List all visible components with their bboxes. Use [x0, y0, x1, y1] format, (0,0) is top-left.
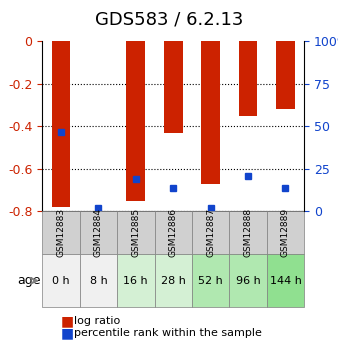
FancyBboxPatch shape [80, 255, 117, 307]
Text: percentile rank within the sample: percentile rank within the sample [74, 328, 262, 338]
FancyBboxPatch shape [117, 255, 154, 307]
FancyBboxPatch shape [80, 211, 117, 255]
Text: ■: ■ [61, 326, 74, 340]
FancyBboxPatch shape [230, 255, 267, 307]
FancyBboxPatch shape [192, 211, 230, 255]
Text: GSM12888: GSM12888 [244, 208, 252, 257]
Text: GDS583 / 6.2.13: GDS583 / 6.2.13 [95, 10, 243, 28]
Text: 96 h: 96 h [236, 276, 261, 286]
FancyBboxPatch shape [154, 211, 192, 255]
Text: ■: ■ [61, 314, 74, 328]
Text: log ratio: log ratio [74, 316, 121, 326]
Text: GSM12889: GSM12889 [281, 208, 290, 257]
Text: 28 h: 28 h [161, 276, 186, 286]
Text: GSM12886: GSM12886 [169, 208, 178, 257]
FancyBboxPatch shape [192, 255, 230, 307]
Text: GSM12884: GSM12884 [94, 208, 103, 257]
Text: 8 h: 8 h [90, 276, 107, 286]
FancyBboxPatch shape [42, 211, 80, 255]
Text: age: age [17, 274, 40, 287]
Bar [276, 41, 295, 109]
Bar [239, 41, 258, 116]
FancyBboxPatch shape [230, 211, 267, 255]
FancyBboxPatch shape [267, 255, 304, 307]
Text: GSM12885: GSM12885 [131, 208, 140, 257]
Bar [201, 41, 220, 184]
Text: GSM12887: GSM12887 [206, 208, 215, 257]
Text: GSM12883: GSM12883 [56, 208, 66, 257]
Text: 144 h: 144 h [269, 276, 301, 286]
FancyBboxPatch shape [154, 255, 192, 307]
Bar [52, 41, 70, 207]
Text: 0 h: 0 h [52, 276, 70, 286]
Bar [126, 41, 145, 201]
Text: 52 h: 52 h [198, 276, 223, 286]
FancyBboxPatch shape [267, 211, 304, 255]
FancyBboxPatch shape [117, 211, 154, 255]
Bar [164, 41, 183, 133]
Text: 16 h: 16 h [123, 276, 148, 286]
FancyBboxPatch shape [42, 255, 80, 307]
